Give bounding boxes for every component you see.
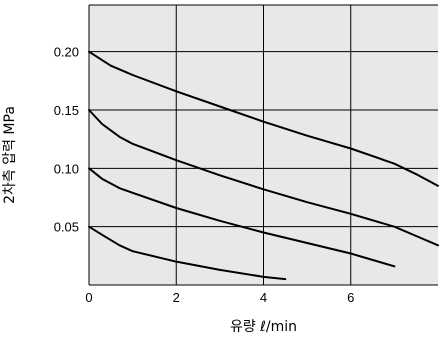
y-tick-label: 0.20 [54, 45, 79, 60]
x-tick-label: 0 [85, 290, 92, 305]
pressure-curve-1 [88, 50, 439, 187]
x-axis-label: 유량 ℓ/min [230, 319, 297, 335]
x-axis-ticks: 0 2 4 6 [85, 290, 354, 305]
y-tick-label: 0.15 [54, 103, 79, 118]
x-tick-label: 4 [260, 290, 267, 305]
y-tick-label: 0.10 [54, 161, 79, 176]
pressure-curve-3 [88, 167, 396, 268]
y-tick-label: 0.05 [54, 220, 79, 235]
y-axis-label: 2차측 압력 MPa [2, 106, 18, 204]
pressure-curve-2 [88, 109, 439, 247]
curves [88, 50, 439, 281]
x-tick-label: 6 [347, 290, 354, 305]
x-tick-label: 2 [173, 290, 180, 305]
y-axis-ticks: 0.05 0.10 0.15 0.20 [54, 45, 79, 235]
pressure-curve-4 [88, 225, 287, 281]
